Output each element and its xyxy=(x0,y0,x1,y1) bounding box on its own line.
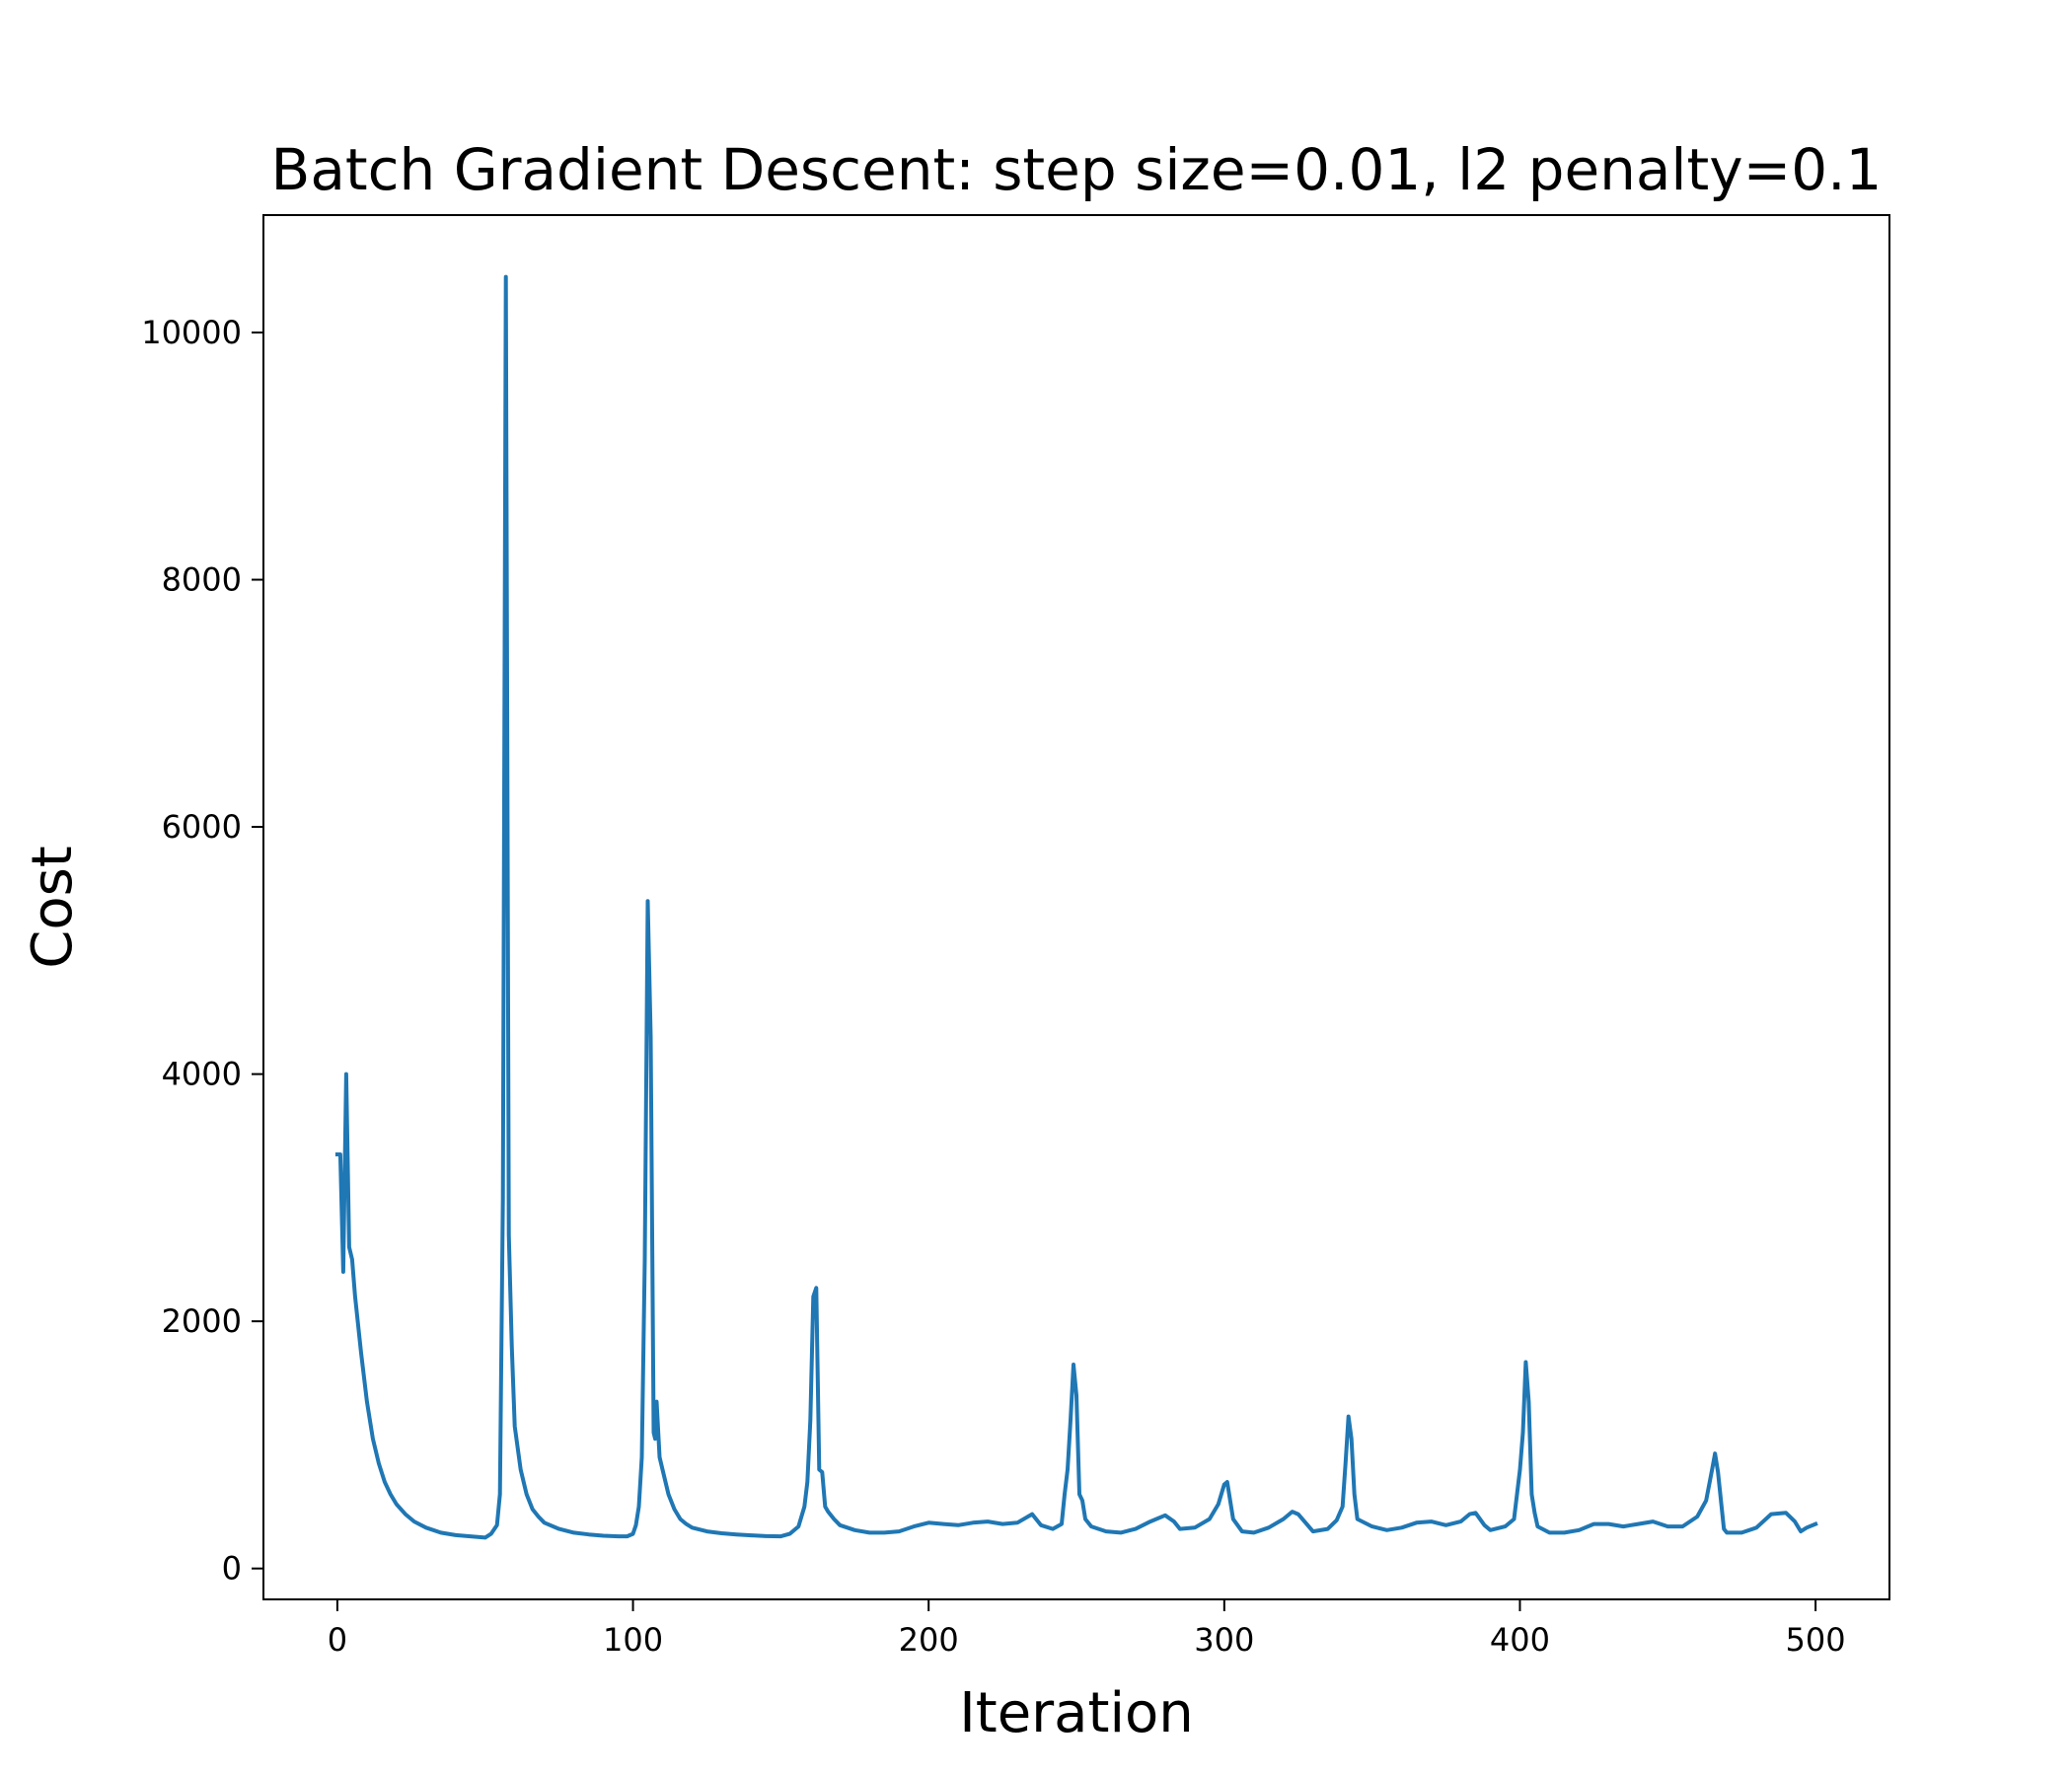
series-line-cost xyxy=(334,274,1818,1540)
chart-title: Batch Gradient Descent: step size=0.01, … xyxy=(271,136,1883,203)
y-tick-label: 4000 xyxy=(162,1056,242,1093)
y-axis-ticks: 0 2000 4000 6000 8000 10000 xyxy=(141,314,263,1588)
x-tick-label: 400 xyxy=(1490,1621,1550,1659)
plot-area xyxy=(263,215,1889,1599)
y-tick-label: 0 xyxy=(222,1550,242,1588)
x-tick-label: 300 xyxy=(1194,1621,1254,1659)
y-tick-label: 8000 xyxy=(162,561,242,599)
plot-frame xyxy=(262,214,1890,1600)
x-tick-label: 100 xyxy=(603,1621,663,1659)
x-tick-label: 500 xyxy=(1786,1621,1846,1659)
y-tick-label: 2000 xyxy=(162,1302,242,1340)
x-tick-label: 200 xyxy=(899,1621,959,1659)
y-axis-label: Cost xyxy=(21,846,85,969)
y-tick-label: 10000 xyxy=(141,314,242,351)
x-axis-ticks: 0 100 200 300 400 500 xyxy=(328,1599,1846,1659)
x-axis-label: Iteration xyxy=(959,1681,1194,1745)
y-tick-label: 6000 xyxy=(162,808,242,846)
x-tick-label: 0 xyxy=(328,1621,347,1659)
